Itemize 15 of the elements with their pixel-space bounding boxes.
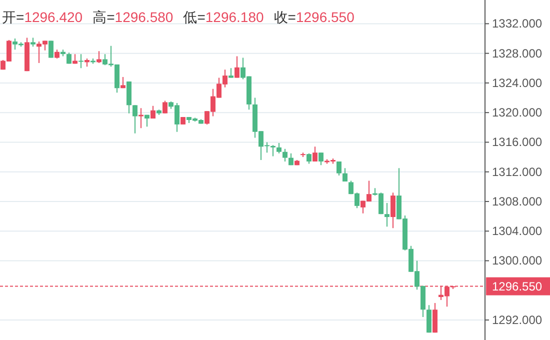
y-tick-label: 1332.000 (492, 16, 542, 31)
y-tick-label: 1308.000 (492, 194, 542, 208)
annotation: 收=1296.550 (274, 9, 355, 25)
ref-line-label: 1296.550 (492, 279, 542, 294)
y-tick-label: 1320.000 (492, 106, 542, 120)
y-tick-label: 1316.000 (492, 135, 542, 150)
y-tick-label: 1328.000 (492, 46, 542, 60)
annotation: 低=1296.180 (183, 9, 264, 25)
y-tick-label: 1304.000 (492, 224, 542, 238)
y-tick-label: 1300.000 (492, 254, 542, 268)
y-tick-label: 1292.000 (492, 313, 542, 327)
y-tick-label: 1312.000 (492, 164, 542, 179)
annotation: 开=1296.420 (2, 9, 83, 25)
annotation: 高=1296.580 (92, 9, 174, 25)
y-tick-label: 1324.000 (492, 76, 542, 90)
